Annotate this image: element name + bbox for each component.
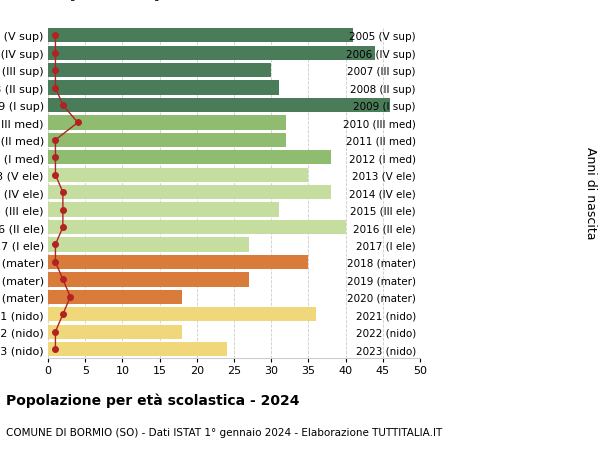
- Point: [50, 85, 60, 92]
- Bar: [48, 325, 182, 339]
- Point: [73, 119, 83, 127]
- Point: [58, 276, 68, 283]
- Bar: [48, 168, 308, 183]
- Bar: [48, 64, 271, 78]
- Bar: [48, 255, 308, 269]
- Bar: [48, 134, 286, 148]
- Point: [50, 259, 60, 266]
- Text: COMUNE DI BORMIO (SO) - Dati ISTAT 1° gennaio 2024 - Elaborazione TUTTITALIA.IT: COMUNE DI BORMIO (SO) - Dati ISTAT 1° ge…: [6, 427, 442, 437]
- Point: [65, 293, 75, 301]
- Point: [50, 67, 60, 75]
- Point: [58, 224, 68, 231]
- Bar: [48, 308, 316, 322]
- Bar: [48, 81, 278, 95]
- Point: [50, 137, 60, 144]
- Bar: [48, 185, 331, 200]
- Bar: [48, 238, 249, 252]
- Point: [50, 241, 60, 249]
- Bar: [48, 273, 249, 287]
- Point: [58, 189, 68, 196]
- Text: Popolazione per età scolastica - 2024: Popolazione per età scolastica - 2024: [6, 392, 299, 407]
- Bar: [48, 99, 390, 113]
- Point: [50, 172, 60, 179]
- Point: [50, 328, 60, 336]
- Bar: [48, 46, 376, 61]
- Text: Anni di nascita: Anni di nascita: [584, 146, 597, 239]
- Bar: [48, 151, 331, 165]
- Bar: [48, 29, 353, 43]
- Bar: [48, 220, 346, 235]
- Bar: [48, 116, 286, 130]
- Point: [50, 33, 60, 40]
- Bar: [48, 342, 227, 357]
- Legend: Sec. II grado, Sec. I grado, Scuola Primaria, Scuola Infanzia, Asilo Nido, Stran: Sec. II grado, Sec. I grado, Scuola Prim…: [16, 0, 533, 5]
- Point: [58, 102, 68, 110]
- Bar: [48, 290, 182, 304]
- Point: [58, 311, 68, 318]
- Point: [58, 207, 68, 214]
- Point: [50, 50, 60, 57]
- Point: [50, 346, 60, 353]
- Bar: [48, 203, 278, 217]
- Point: [50, 154, 60, 162]
